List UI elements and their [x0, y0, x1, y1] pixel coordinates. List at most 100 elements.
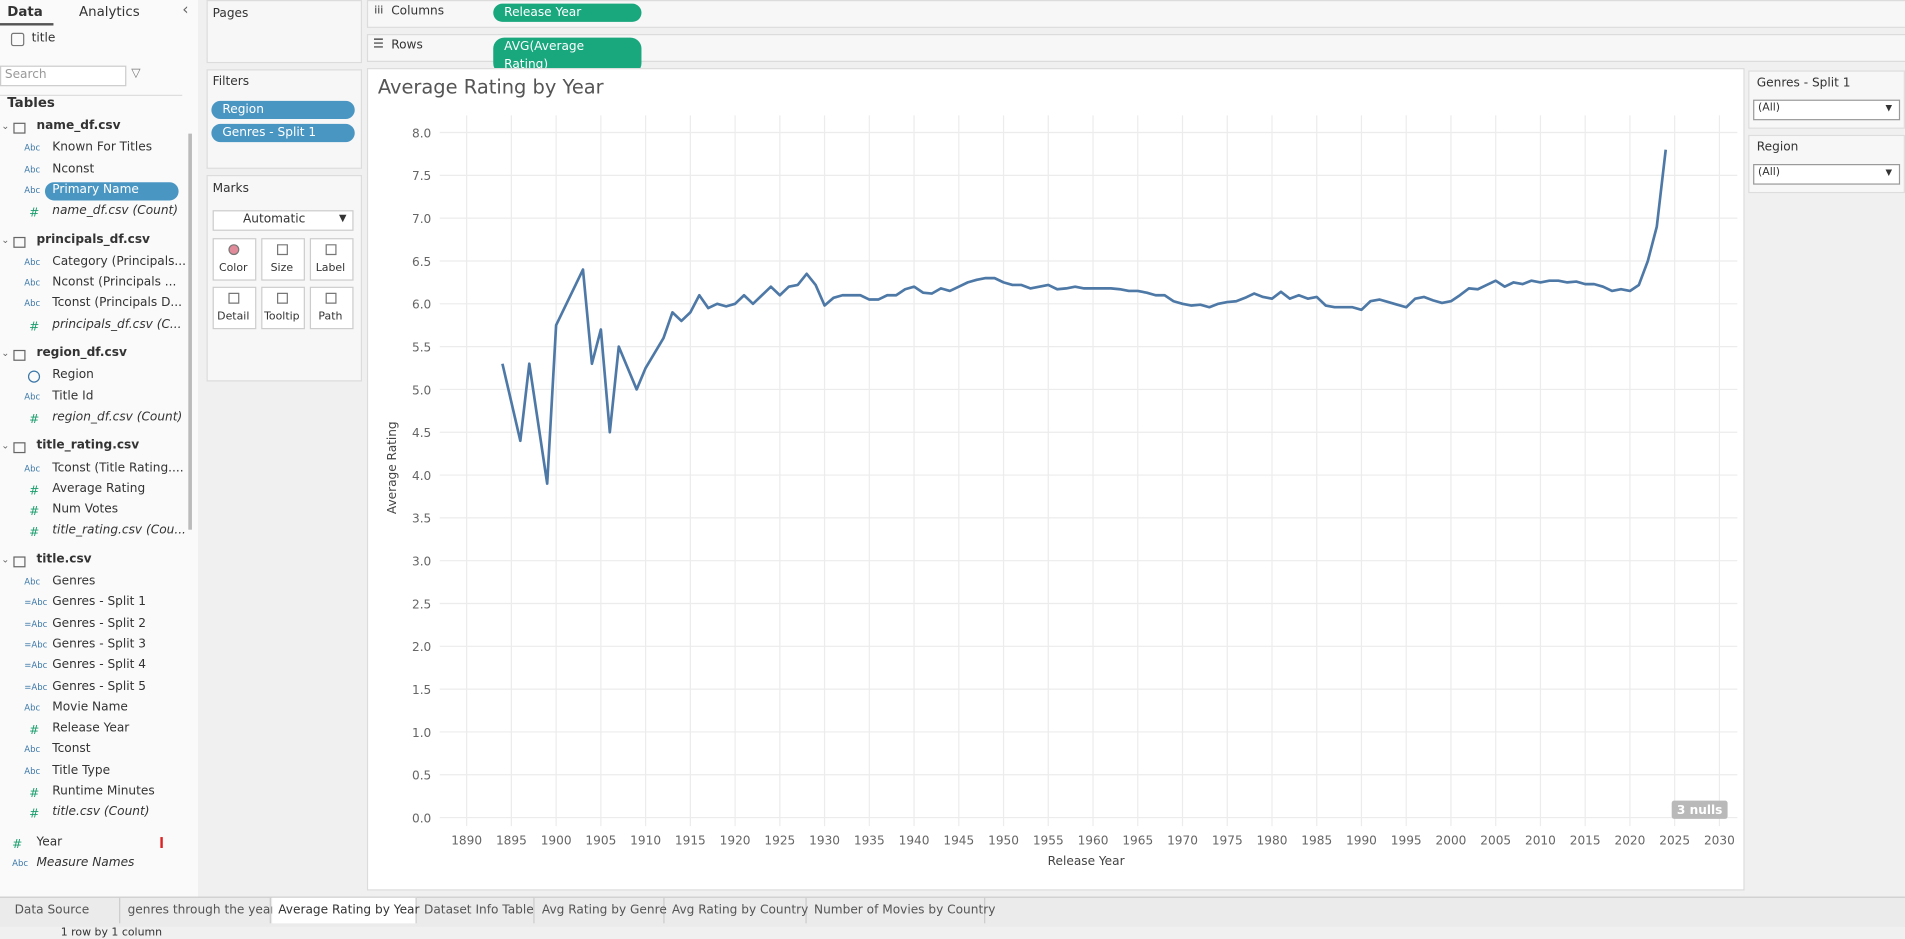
datasource-name[interactable]: title: [31, 31, 56, 45]
table-name[interactable]: title.csv: [36, 552, 92, 566]
field[interactable]: region_df.csv (Count): [52, 410, 183, 424]
x-tick-label: 1930: [809, 833, 840, 847]
table-expander[interactable]: ⌄: [1, 120, 10, 132]
field[interactable]: Release Year: [52, 721, 130, 736]
mark-button-label: Path: [318, 311, 343, 324]
sheet-tab[interactable]: [418, 897, 535, 924]
field[interactable]: Year: [36, 835, 63, 849]
table-name[interactable]: title_rating.csv: [36, 438, 140, 453]
field[interactable]: Known For Titles: [52, 141, 153, 155]
table-name[interactable]: region_df.csv: [36, 346, 127, 360]
field[interactable]: Genres - Split 4: [52, 658, 147, 673]
field[interactable]: Tconst (Principals D...: [52, 296, 183, 311]
y-tick-label: 3.0: [412, 555, 431, 569]
field[interactable]: Title Id: [52, 389, 94, 403]
sheet-tab[interactable]: [666, 897, 807, 924]
field[interactable]: Primary Name: [52, 183, 139, 197]
field[interactable]: Genres - Split 5: [52, 679, 147, 694]
quick-filter-value: (All): [1757, 166, 1781, 179]
collapse-arrow[interactable]: ‹: [182, 1, 189, 20]
mark-button-label: Color: [218, 262, 248, 275]
field[interactable]: title.csv (Count): [52, 805, 150, 820]
field[interactable]: Movie Name: [52, 700, 128, 715]
x-tick-label: 1965: [1122, 833, 1153, 847]
mark-type-dropdown[interactable]: [212, 210, 354, 231]
field-type-icon: Abc: [24, 463, 41, 474]
field[interactable]: Genres - Split 3: [52, 637, 147, 652]
sheet-tab[interactable]: [121, 897, 271, 924]
quick-filter-value: (All): [1757, 102, 1781, 115]
sheet-tab[interactable]: [272, 897, 417, 924]
field-type-icon: =Abc: [24, 682, 48, 692]
sheet-tab[interactable]: [536, 897, 665, 924]
x-tick-label: 1980: [1257, 833, 1288, 847]
divider: [0, 94, 183, 96]
tab[interactable]: Analytics: [78, 3, 140, 20]
field[interactable]: Title Type: [52, 763, 111, 778]
sheet-tab[interactable]: [808, 897, 986, 924]
columns-icon: iii: [374, 4, 384, 18]
field[interactable]: Nconst: [52, 162, 95, 176]
field-type-icon: Abc: [24, 577, 41, 587]
field[interactable]: Nconst (Principals ...: [52, 275, 177, 290]
table-expander[interactable]: ⌄: [1, 440, 10, 451]
mark-button-icon: [228, 292, 240, 304]
shelf-pill[interactable]: Release Year: [493, 3, 642, 22]
filter-icon[interactable]: ▽: [131, 66, 141, 81]
x-tick-label: 1920: [720, 833, 751, 847]
table-name[interactable]: name_df.csv: [36, 119, 121, 133]
field[interactable]: Num Votes: [52, 503, 119, 517]
sheet-tab[interactable]: [0, 897, 121, 924]
field[interactable]: Runtime Minutes: [52, 784, 155, 799]
nulls-badge[interactable]: [1671, 800, 1728, 819]
sheet-tab-label: Average Rating by Year: [278, 903, 420, 918]
field[interactable]: Tconst: [52, 742, 91, 757]
x-tick-label: 1950: [988, 833, 1019, 847]
scrollbar[interactable]: [188, 133, 192, 530]
field[interactable]: Genres - Split 1: [52, 595, 147, 610]
x-tick-label: 1905: [585, 833, 616, 847]
mark-button[interactable]: [309, 238, 354, 281]
table-icon: [13, 442, 26, 454]
field[interactable]: Measure Names: [36, 856, 135, 870]
table-expander[interactable]: ⌄: [1, 233, 10, 245]
field[interactable]: Tconst (Title Rating....: [52, 461, 184, 475]
x-tick-label: 1975: [1212, 833, 1243, 847]
sheet-tab-label: Data Source: [14, 903, 90, 918]
datasource-icon: [10, 32, 25, 47]
field[interactable]: title_rating.csv (Cou...: [52, 524, 186, 538]
search-box[interactable]: [0, 65, 127, 87]
shelf-label: Rows: [391, 38, 423, 53]
field[interactable]: Region: [52, 368, 94, 382]
sheet-tab-label: Avg Rating by Genre: [541, 903, 667, 918]
tab[interactable]: Data: [7, 3, 43, 20]
nulls-text: 3 nulls: [1677, 803, 1722, 817]
field[interactable]: Genres: [52, 574, 96, 589]
table-expander[interactable]: ⌄: [1, 553, 10, 565]
field[interactable]: principals_df.csv (C...: [52, 317, 182, 332]
table-expander[interactable]: ⌄: [1, 347, 10, 359]
table-icon: [13, 236, 26, 248]
field-type-icon: Abc: [24, 164, 41, 175]
filters-card: [206, 69, 363, 169]
field[interactable]: Average Rating: [52, 482, 146, 496]
field-type-icon: Abc: [24, 257, 41, 268]
mark-button[interactable]: [261, 238, 305, 281]
field[interactable]: Genres - Split 2: [52, 616, 147, 631]
warning-icon: [160, 836, 163, 848]
mark-button-label: Label: [315, 262, 346, 275]
field-type-icon: =Abc: [24, 661, 48, 671]
field[interactable]: name_df.csv (Count): [52, 204, 179, 218]
mark-button-icon: [276, 292, 288, 304]
y-tick-label: 8.0: [412, 126, 431, 140]
filter-pill[interactable]: Genres - Split 1: [211, 123, 355, 143]
field[interactable]: Category (Principals...: [52, 254, 187, 269]
field-type-icon: Abc: [24, 745, 41, 755]
field-type-icon: Abc: [24, 391, 41, 402]
quick-filter-dropdown[interactable]: [1753, 99, 1901, 121]
quick-filter-dropdown[interactable]: [1753, 164, 1901, 185]
filter-pill[interactable]: Region: [211, 100, 355, 120]
table-name[interactable]: principals_df.csv: [36, 232, 150, 247]
field-type-icon: #: [29, 206, 40, 221]
x-tick-label: 1910: [630, 833, 661, 847]
